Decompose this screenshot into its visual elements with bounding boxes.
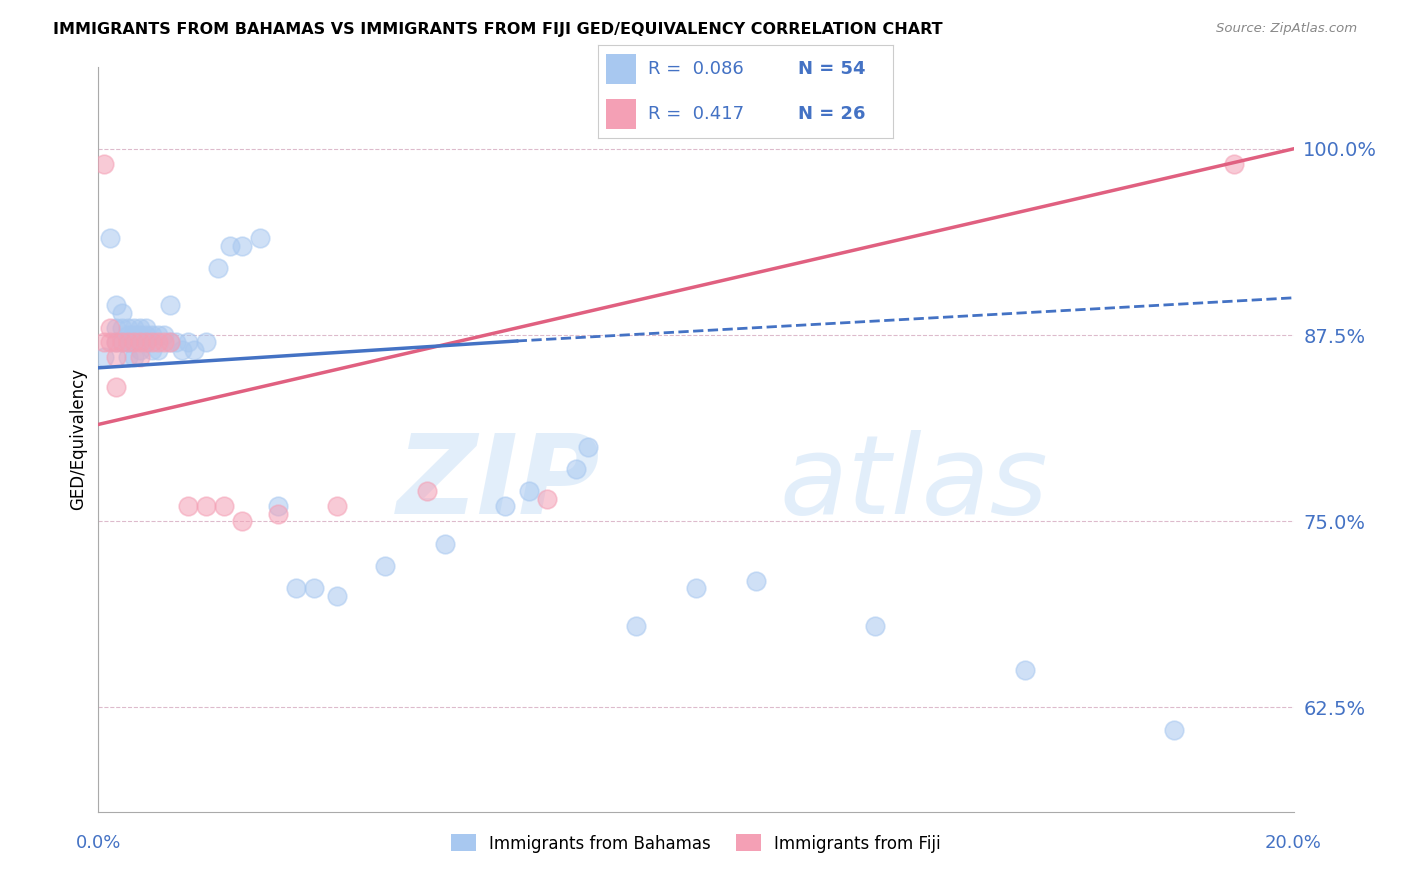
Point [159, 298, 181, 312]
Point [105, 351, 128, 365]
Legend: Immigrants from Bahamas, Immigrants from Fiji: Immigrants from Bahamas, Immigrants from… [444, 828, 948, 859]
Point [105, 335, 128, 350]
Point [517, 484, 540, 499]
Point [207, 260, 229, 275]
FancyBboxPatch shape [606, 54, 636, 84]
Point [326, 500, 349, 514]
Point [111, 320, 134, 334]
Text: atlas: atlas [779, 431, 1049, 538]
Point [374, 558, 396, 573]
Point [93, 351, 115, 365]
Point [231, 514, 253, 528]
Point [135, 320, 157, 334]
Point [98, 335, 122, 350]
Point [148, 343, 170, 357]
Point [98, 320, 122, 334]
Point [135, 335, 157, 350]
Point [865, 618, 887, 632]
Text: R =  0.086: R = 0.086 [648, 60, 744, 78]
Point [124, 320, 146, 334]
Point [124, 335, 146, 350]
Point [129, 328, 152, 343]
Point [1223, 157, 1246, 171]
Y-axis label: GED/Equivalency: GED/Equivalency [69, 368, 87, 510]
Point [117, 351, 139, 365]
Point [626, 618, 648, 632]
Point [117, 328, 139, 343]
Point [267, 507, 290, 521]
Point [172, 343, 194, 357]
Point [159, 335, 181, 350]
Point [434, 536, 457, 550]
Point [267, 500, 290, 514]
Point [105, 380, 128, 394]
Point [249, 231, 271, 245]
Point [117, 335, 139, 350]
Point [141, 328, 163, 343]
Point [302, 582, 325, 596]
Point [141, 335, 163, 350]
Point [153, 335, 176, 350]
Point [129, 343, 152, 357]
Point [177, 335, 200, 350]
Point [124, 328, 146, 343]
Point [105, 320, 128, 334]
Point [129, 320, 152, 334]
Text: 20.0%: 20.0% [1265, 834, 1322, 852]
Text: N = 54: N = 54 [799, 60, 866, 78]
Point [129, 335, 152, 350]
Point [135, 328, 157, 343]
Point [212, 500, 235, 514]
Point [129, 351, 152, 365]
Point [105, 335, 128, 350]
Point [111, 335, 134, 350]
Point [124, 351, 146, 365]
Text: 0.0%: 0.0% [76, 834, 121, 852]
Point [494, 500, 516, 514]
Point [745, 574, 768, 588]
Point [148, 328, 170, 343]
Point [165, 335, 187, 350]
Point [284, 582, 307, 596]
Point [219, 238, 242, 252]
Point [105, 298, 128, 312]
Point [1014, 663, 1036, 677]
Point [111, 306, 134, 320]
Point [195, 335, 218, 350]
Point [153, 328, 176, 343]
Point [565, 462, 588, 476]
FancyBboxPatch shape [606, 99, 636, 129]
Point [124, 335, 146, 350]
Point [141, 343, 163, 357]
Point [135, 335, 157, 350]
Point [93, 157, 115, 171]
Point [326, 589, 349, 603]
Point [117, 320, 139, 334]
Point [536, 491, 558, 506]
Point [93, 335, 115, 350]
Point [416, 484, 439, 499]
Text: IMMIGRANTS FROM BAHAMAS VS IMMIGRANTS FROM FIJI GED/EQUIVALENCY CORRELATION CHAR: IMMIGRANTS FROM BAHAMAS VS IMMIGRANTS FR… [53, 22, 943, 37]
Point [98, 231, 122, 245]
Text: N = 26: N = 26 [799, 105, 866, 123]
Text: ZIP: ZIP [396, 431, 600, 538]
Point [685, 582, 707, 596]
Point [183, 343, 205, 357]
Point [148, 335, 170, 350]
Point [177, 500, 200, 514]
Point [578, 440, 600, 454]
Point [195, 500, 218, 514]
Point [117, 335, 139, 350]
Point [231, 238, 253, 252]
Text: Source: ZipAtlas.com: Source: ZipAtlas.com [1216, 22, 1357, 36]
Point [1163, 723, 1185, 737]
Text: R =  0.417: R = 0.417 [648, 105, 744, 123]
Point [111, 335, 134, 350]
Point [159, 335, 181, 350]
